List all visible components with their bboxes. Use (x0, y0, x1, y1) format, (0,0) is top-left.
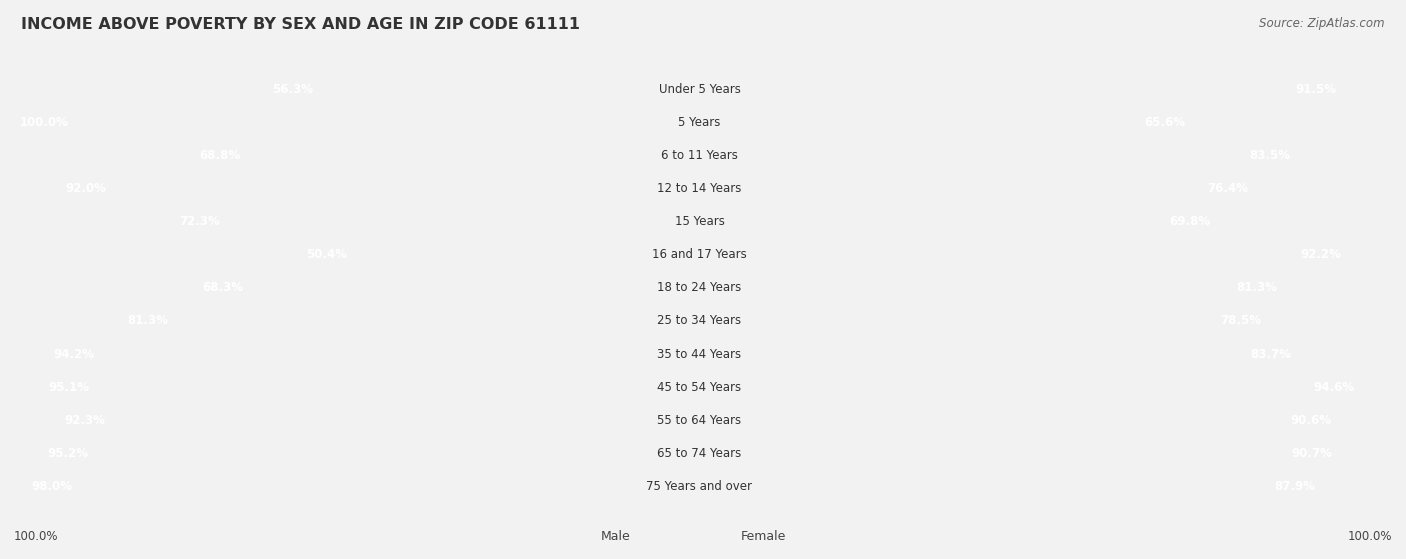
Text: 92.0%: 92.0% (66, 182, 107, 195)
Text: Male: Male (600, 530, 630, 543)
Text: 95.1%: 95.1% (48, 381, 89, 394)
Text: 95.2%: 95.2% (48, 447, 89, 460)
Text: 76.4%: 76.4% (1208, 182, 1249, 195)
Text: Female: Female (741, 530, 786, 543)
Text: 94.2%: 94.2% (53, 348, 94, 361)
Text: 68.3%: 68.3% (202, 281, 243, 295)
Text: 91.5%: 91.5% (1296, 83, 1337, 96)
Text: 92.3%: 92.3% (65, 414, 105, 427)
Text: 81.3%: 81.3% (128, 315, 169, 328)
Text: 45 to 54 Years: 45 to 54 Years (658, 381, 741, 394)
Text: 25 to 34 Years: 25 to 34 Years (658, 315, 741, 328)
Text: 94.6%: 94.6% (1313, 381, 1355, 394)
Text: 100.0%: 100.0% (1347, 530, 1392, 543)
Text: 75 Years and over: 75 Years and over (647, 480, 752, 493)
Text: 35 to 44 Years: 35 to 44 Years (658, 348, 741, 361)
Text: 55 to 64 Years: 55 to 64 Years (658, 414, 741, 427)
Text: 50.4%: 50.4% (305, 248, 347, 261)
Text: 65 to 74 Years: 65 to 74 Years (658, 447, 741, 460)
Text: 100.0%: 100.0% (20, 116, 69, 129)
Text: 90.6%: 90.6% (1291, 414, 1331, 427)
Text: 18 to 24 Years: 18 to 24 Years (658, 281, 741, 295)
Text: 83.7%: 83.7% (1250, 348, 1291, 361)
Text: 12 to 14 Years: 12 to 14 Years (657, 182, 742, 195)
Text: 56.3%: 56.3% (271, 83, 312, 96)
Text: 81.3%: 81.3% (1236, 281, 1277, 295)
Text: Under 5 Years: Under 5 Years (658, 83, 741, 96)
Text: 15 Years: 15 Years (675, 215, 724, 228)
Text: 6 to 11 Years: 6 to 11 Years (661, 149, 738, 162)
Text: 16 and 17 Years: 16 and 17 Years (652, 248, 747, 261)
Text: 92.2%: 92.2% (1301, 248, 1341, 261)
Text: 87.9%: 87.9% (1275, 480, 1316, 493)
Text: 98.0%: 98.0% (31, 480, 72, 493)
Text: 72.3%: 72.3% (180, 215, 221, 228)
Text: Source: ZipAtlas.com: Source: ZipAtlas.com (1260, 17, 1385, 30)
Text: 78.5%: 78.5% (1220, 315, 1261, 328)
Text: INCOME ABOVE POVERTY BY SEX AND AGE IN ZIP CODE 61111: INCOME ABOVE POVERTY BY SEX AND AGE IN Z… (21, 17, 581, 32)
Text: 68.8%: 68.8% (200, 149, 240, 162)
Text: 5 Years: 5 Years (678, 116, 721, 129)
Text: 69.8%: 69.8% (1168, 215, 1211, 228)
Text: 83.5%: 83.5% (1249, 149, 1291, 162)
Text: 90.7%: 90.7% (1291, 447, 1331, 460)
Text: 100.0%: 100.0% (14, 530, 59, 543)
Text: 65.6%: 65.6% (1144, 116, 1185, 129)
